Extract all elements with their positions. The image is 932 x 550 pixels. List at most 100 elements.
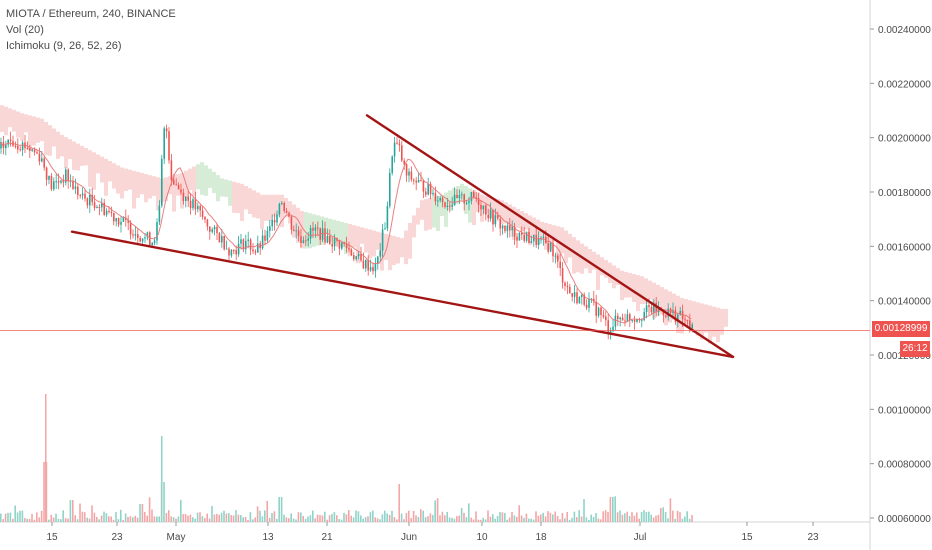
- volume-bar: [436, 498, 439, 522]
- candle-body: [173, 180, 175, 185]
- candle-body: [398, 143, 401, 146]
- volume-bar: [518, 505, 520, 522]
- volume-bar: [220, 512, 223, 522]
- volume-bar: [441, 511, 444, 522]
- candle-body: [420, 179, 422, 181]
- volume-bar: [405, 512, 408, 522]
- volume-bar: [364, 517, 367, 522]
- cloud-segment: [248, 188, 252, 215]
- x-tick-label: 13: [262, 532, 274, 543]
- candle-body: [557, 255, 559, 262]
- volume-bar: [496, 516, 499, 522]
- cloud-segment: [20, 113, 24, 141]
- cloud-segment: [108, 161, 112, 182]
- cloud-segment: [668, 291, 672, 323]
- candle-body: [36, 152, 38, 154]
- cloud-segment: [488, 196, 492, 220]
- candle-body: [569, 286, 571, 294]
- cloud-segment: [252, 190, 256, 218]
- candle-body: [434, 192, 437, 202]
- volume-bar: [268, 518, 271, 522]
- candle-body: [645, 305, 648, 313]
- candle-body: [559, 261, 561, 269]
- volume-bar: [26, 518, 28, 522]
- candle-body: [185, 196, 187, 202]
- y-tick-label: 0.00060000: [878, 514, 931, 525]
- candle-body: [189, 200, 192, 209]
- volume-bar: [139, 504, 141, 522]
- cloud-segment: [276, 194, 280, 217]
- volume-bar: [520, 515, 523, 522]
- candle-body: [221, 235, 223, 243]
- cloud-segment: [632, 274, 636, 303]
- volume-bar: [4, 513, 7, 522]
- candle-body: [134, 234, 137, 236]
- cloud-segment: [684, 299, 688, 325]
- candle-body: [662, 310, 665, 316]
- x-tick-label: 23: [807, 532, 819, 543]
- candle-body: [441, 198, 444, 203]
- candle-body: [614, 315, 617, 327]
- volume-bar: [420, 509, 422, 522]
- candle-body: [278, 203, 281, 215]
- volume-bar: [636, 512, 638, 522]
- volume-indicator-label[interactable]: Vol (20): [6, 24, 44, 36]
- candle-body: [98, 207, 101, 209]
- candle-body: [211, 229, 213, 232]
- volume-bar: [448, 517, 451, 522]
- candle-body: [425, 191, 427, 195]
- volume-bar: [444, 515, 446, 522]
- volume-bar: [74, 515, 76, 522]
- volume-bar: [381, 514, 384, 522]
- volume-bar: [340, 519, 343, 522]
- volume-bar: [81, 511, 84, 522]
- volume-bar: [626, 511, 628, 522]
- candle-body: [621, 317, 624, 321]
- volume-bar: [403, 519, 405, 522]
- x-tick-label: Jul: [634, 532, 647, 543]
- x-tick-label: May: [167, 532, 186, 543]
- candle-body: [177, 184, 180, 190]
- cloud-segment: [32, 116, 36, 146]
- candle-body: [494, 215, 497, 225]
- cloud-segment: [40, 118, 44, 142]
- candle-body: [199, 205, 201, 211]
- cloud-segment: [568, 233, 572, 258]
- volume-bar: [369, 512, 372, 522]
- ichimoku-lines: [0, 141, 692, 324]
- candle-body: [67, 169, 69, 182]
- candle-body: [631, 319, 633, 321]
- volume-bar: [648, 511, 650, 522]
- candle-body: [338, 240, 341, 249]
- volume-bar: [456, 516, 458, 522]
- ichimoku-indicator-label[interactable]: Ichimoku (9, 26, 52, 26): [6, 40, 122, 52]
- cloud-segment: [152, 176, 156, 196]
- volume-bar: [242, 517, 244, 522]
- volume-bar: [348, 510, 350, 522]
- cloud-segment: [164, 177, 168, 202]
- cloud-segment: [348, 224, 352, 257]
- volume-bar: [117, 519, 120, 522]
- cloud-segment: [380, 232, 384, 271]
- candle-body: [341, 242, 343, 249]
- cloud-segment: [84, 147, 88, 166]
- volume-bar: [134, 515, 136, 522]
- volume-bar: [573, 511, 576, 522]
- cloud-segment: [140, 172, 144, 195]
- cloud-segment: [144, 174, 148, 203]
- cloud-segment: [716, 307, 720, 343]
- candle-body: [453, 194, 456, 205]
- cloud-segment: [364, 228, 368, 253]
- candle-body: [192, 199, 194, 209]
- cloud-segment: [400, 238, 404, 258]
- cloud-segment: [600, 257, 604, 276]
- symbol-label[interactable]: MIOTA / Ethereum, 240, BINANCE: [6, 8, 176, 20]
- cloud-segment: [504, 202, 508, 224]
- candle-body: [612, 326, 614, 331]
- candle-body: [348, 247, 350, 250]
- volume-bar: [278, 497, 280, 522]
- candle-body: [501, 225, 504, 229]
- volume-bar: [549, 512, 552, 522]
- volume-bar: [177, 516, 180, 522]
